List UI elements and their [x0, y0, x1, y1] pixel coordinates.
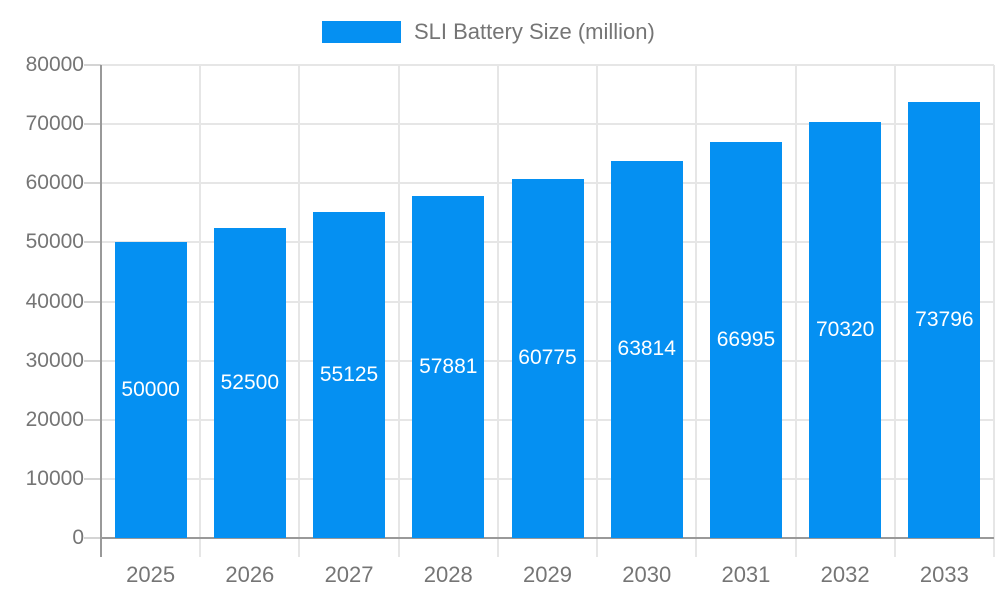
x-axis-line [100, 537, 994, 539]
y-axis-label: 60000 [25, 171, 84, 195]
v-gridline [496, 65, 499, 557]
v-gridline [993, 65, 995, 557]
bar: 73796 [908, 101, 981, 538]
bar-value-label: 60775 [518, 346, 577, 370]
bar: 52500 [213, 227, 286, 538]
y-axis-label: 70000 [25, 112, 84, 136]
bar: 63814 [610, 160, 683, 538]
y-axis-label: 50000 [25, 230, 84, 254]
bar: 60775 [511, 178, 584, 538]
legend: SLI Battery Size (million) [322, 19, 655, 45]
x-axis-label: 2031 [721, 562, 771, 587]
bar-value-label: 50000 [121, 378, 180, 402]
y-axis-label: 0 [72, 526, 84, 549]
y-axis-tick [84, 241, 101, 244]
x-axis-label: 2028 [423, 562, 473, 587]
bar: 50000 [114, 242, 187, 538]
bar-value-label: 66995 [716, 327, 776, 351]
v-gridline [596, 65, 599, 557]
x-axis-label: 2030 [622, 562, 672, 587]
bar-value-label: 52500 [220, 370, 280, 394]
y-axis-tick [84, 477, 101, 480]
x-axis-label: 2029 [523, 562, 572, 587]
y-axis-label: 10000 [25, 466, 84, 490]
y-axis-tick [84, 418, 101, 421]
v-gridline [893, 65, 896, 557]
legend-swatch [322, 21, 401, 43]
x-axis-label: 2027 [324, 562, 374, 587]
y-axis-tick [84, 359, 101, 362]
x-axis-label: 2033 [919, 562, 969, 587]
y-axis-label: 20000 [25, 407, 84, 431]
bar-value-label: 55125 [319, 363, 379, 387]
v-gridline [695, 65, 698, 557]
v-gridline [298, 65, 301, 557]
legend-label: SLI Battery Size (million) [414, 19, 655, 44]
bar: 57881 [412, 195, 485, 538]
x-axis-label: 2032 [820, 562, 870, 587]
v-gridline [397, 65, 400, 557]
y-axis-line [100, 65, 102, 557]
x-axis-label: 2025 [126, 562, 176, 587]
v-gridline [199, 65, 202, 557]
bar: 55125 [313, 212, 386, 538]
y-axis-label: 40000 [25, 289, 84, 313]
bar-value-label: 57881 [419, 354, 478, 378]
y-axis-tick [84, 64, 101, 66]
bar-value-label: 63814 [617, 337, 676, 361]
v-gridline [794, 65, 797, 557]
bar: 66995 [709, 141, 782, 538]
bar: 70320 [809, 122, 882, 538]
x-axis-label: 2026 [225, 562, 275, 587]
y-axis-label: 30000 [25, 348, 84, 372]
y-axis-tick [84, 182, 101, 185]
bar-value-label: 70320 [815, 318, 875, 342]
h-gridline [101, 64, 994, 66]
y-axis-label: 80000 [25, 53, 84, 76]
y-axis-tick [84, 123, 101, 126]
bar-value-label: 73796 [915, 307, 974, 331]
y-axis-tick [84, 537, 101, 539]
y-axis-tick [84, 300, 101, 303]
h-gridline [101, 123, 994, 126]
